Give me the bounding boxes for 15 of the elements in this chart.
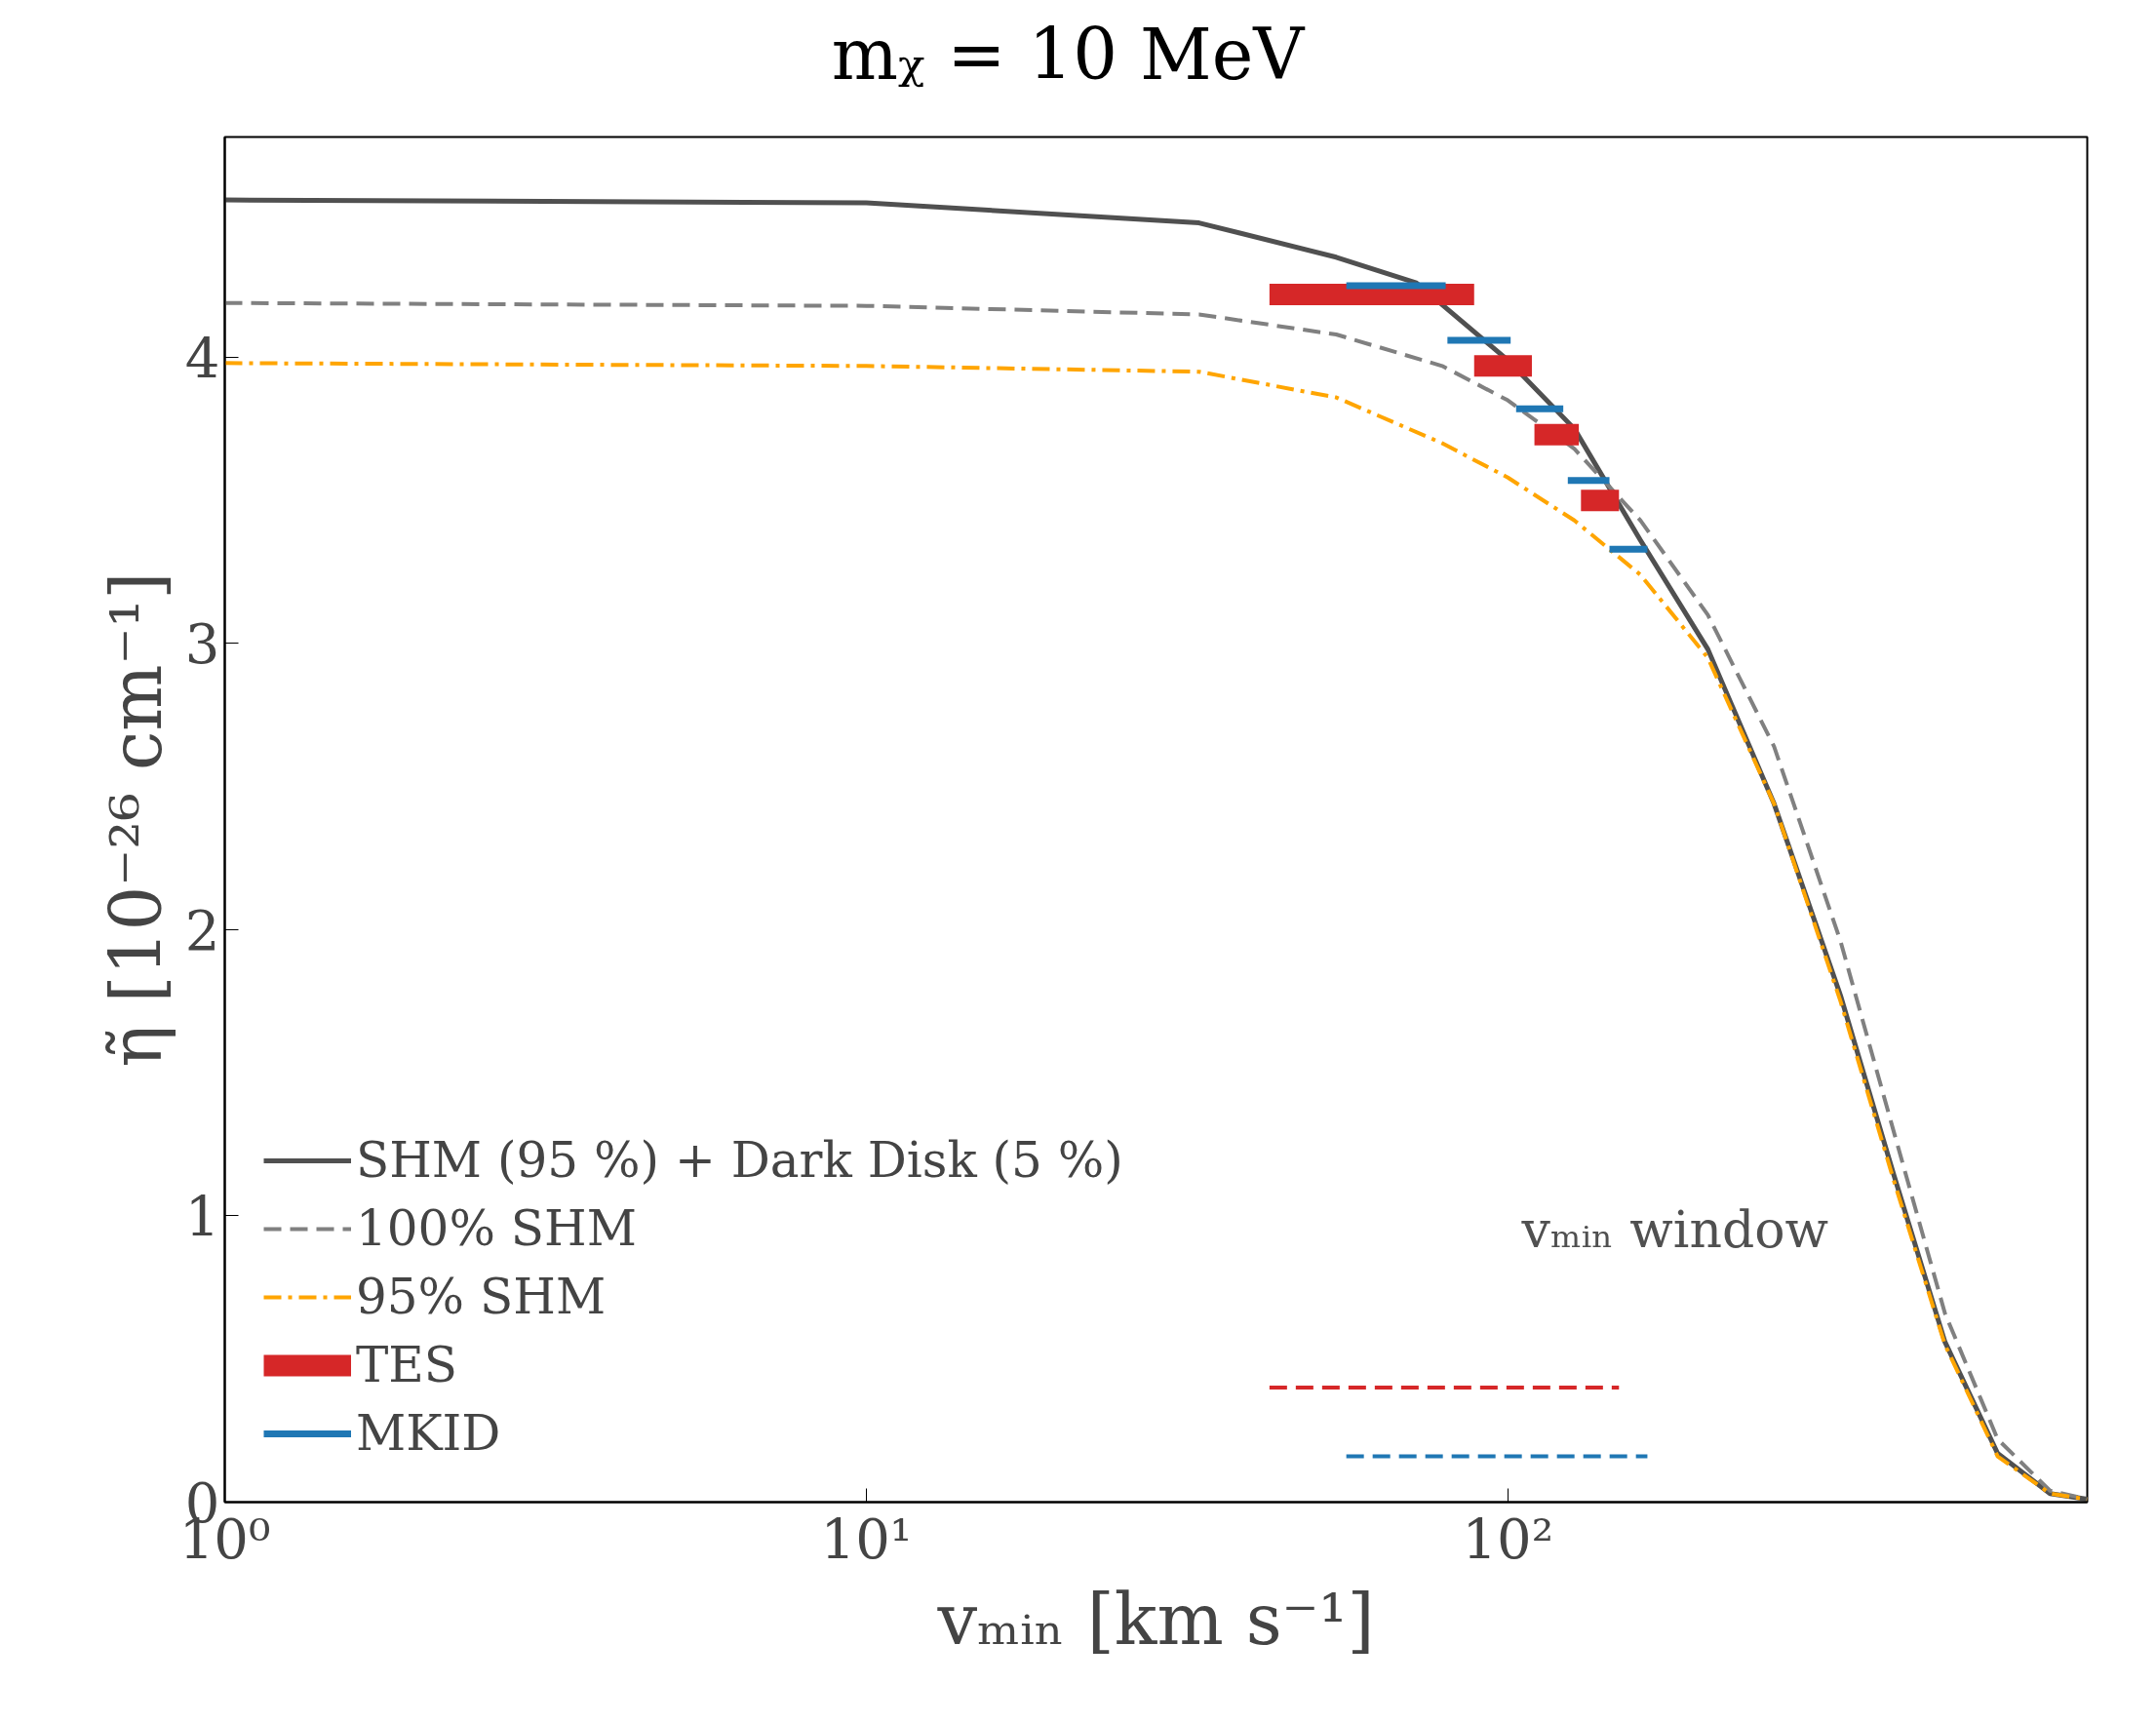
x-axis-title: vₘᵢₙ [km s⁻¹] — [936, 1578, 1375, 1661]
annotation: vₘᵢₙ window — [1520, 1199, 1828, 1259]
y-axis-title: η̃ [10⁻²⁶ cm⁻¹] — [95, 571, 177, 1068]
y-tick-label: 2 — [184, 899, 220, 962]
x-tick-label: 10² — [1462, 1507, 1554, 1571]
legend-label: 100% SHM — [356, 1199, 637, 1258]
y-tick-label: 3 — [184, 612, 220, 677]
legend-label: SHM (95 %) + Dark Disk (5 %) — [356, 1131, 1123, 1190]
chart-title: mᵪ = 10 MeV — [831, 13, 1305, 98]
legend-label: TES — [356, 1336, 458, 1394]
y-tick-label: 4 — [184, 327, 220, 390]
y-tick-label: 1 — [184, 1185, 220, 1249]
legend-label: MKID — [356, 1404, 501, 1463]
legend-label: 95% SHM — [356, 1268, 607, 1326]
x-tick-label: 10¹ — [820, 1507, 913, 1571]
